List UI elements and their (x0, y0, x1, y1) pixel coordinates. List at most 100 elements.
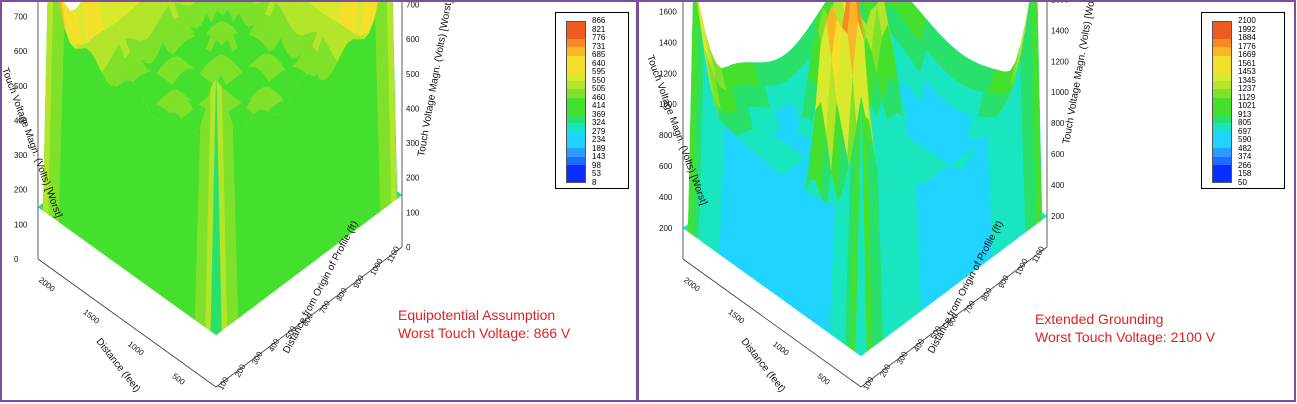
z-tick-label-right: 500 (406, 70, 420, 79)
legend-tick-label: 1992 (1238, 24, 1256, 34)
legend-swatch (567, 47, 585, 57)
y-tick-label: 500 (171, 371, 187, 387)
legend-tick-label: 805 (1238, 118, 1252, 128)
surface-mesh (682, 2, 1048, 357)
z-tick-label-right: 700 (406, 2, 420, 10)
annotation-text: Equipotential Assumption Worst Touch Vol… (398, 306, 570, 342)
legend-swatch (1213, 55, 1231, 65)
z-tick-label-right: 0 (406, 243, 411, 252)
legend-tick-label: 482 (1238, 143, 1252, 153)
legend-tick-label: 2100 (1238, 16, 1256, 25)
surface-cell (210, 79, 222, 336)
z-tick-label-right: 300 (406, 139, 420, 148)
z-tick-label-right: 200 (406, 174, 420, 183)
z-tick-label-left: 700 (14, 13, 28, 22)
legend-tick-label: 505 (592, 84, 606, 94)
legend-swatch (567, 139, 585, 150)
y-tick-label: 1000 (126, 339, 146, 357)
x-tick-label: 1100 (1030, 244, 1046, 264)
z-tick-label-left: 200 (659, 224, 673, 233)
z-tick-label-right: 1000 (1051, 88, 1069, 97)
chart-panel-extended-grounding: 1002003004005006007008009001000110010020… (637, 0, 1296, 402)
z-tick-label-left: 1600 (659, 7, 677, 16)
surface-plot: 1002003004005006007008009001000110010020… (644, 2, 1100, 394)
x-tick-label: 1000 (368, 257, 385, 277)
x-tick-label: 1000 (1013, 257, 1030, 277)
legend-swatch (567, 114, 585, 124)
legend-tick-label: 98 (592, 160, 601, 170)
legend-swatch (1213, 139, 1231, 150)
legend-swatch (567, 123, 585, 133)
legend-tick-label: 821 (592, 24, 606, 34)
axes (37, 2, 403, 388)
legend-tick-label: 731 (592, 41, 606, 51)
legend-tick-label: 1237 (1238, 84, 1256, 94)
z-tick-label-left: 100 (14, 220, 28, 229)
legend-tick-label: 590 (1238, 135, 1252, 145)
legend-swatch (567, 156, 585, 166)
legend-swatch (567, 72, 585, 82)
y-axis-line (682, 258, 862, 388)
z-tick-label-right: 600 (406, 35, 420, 44)
legend-tick-label: 53 (592, 169, 601, 179)
chart-panel-equipotential: 1002003004005006007008009001000110010020… (0, 0, 638, 402)
y-tick-label: 1000 (771, 339, 791, 357)
legend-tick-label: 234 (592, 135, 606, 145)
z-tick-label-right: 600 (1051, 150, 1065, 159)
legend-swatch (1213, 148, 1231, 158)
legend-swatch (1213, 22, 1231, 32)
legend-tick-labels: 866 821 776 731 685 640 595 550 505 460 414 369 324 2… (592, 17, 626, 187)
axes (682, 2, 1048, 388)
legend-tick-label: 1561 (1238, 58, 1256, 68)
z-tick-label-left: 800 (659, 131, 673, 140)
legend-swatch (1213, 97, 1231, 107)
legend-swatch (1213, 38, 1231, 49)
legend-tick-label: 1345 (1238, 75, 1256, 85)
legend-swatch (567, 97, 585, 107)
legend-swatch (567, 22, 585, 32)
z-tick-label-left: 400 (14, 116, 28, 125)
x-axis-line (215, 246, 403, 388)
legend-swatch (1213, 30, 1231, 40)
z-tick-label-left: 600 (659, 162, 673, 171)
y-tick-label: 1500 (82, 307, 102, 325)
annotation-line-1: Equipotential Assumption (398, 307, 556, 323)
z-tick-label-right: 1600 (1051, 2, 1069, 4)
annotation-line-2: Worst Touch Voltage: 866 V (398, 325, 571, 341)
z-tick-label-left: 0 (14, 255, 19, 264)
legend-tick-label: 369 (592, 109, 606, 119)
z-tick-label-right: 400 (1051, 181, 1065, 190)
legend-swatch (567, 38, 585, 49)
x-axis-line (860, 246, 1048, 388)
legend-swatch (567, 148, 585, 158)
surface-cell (855, 96, 867, 357)
legend-swatch (567, 131, 585, 141)
legend-tick-label: 1884 (1238, 33, 1256, 43)
legend-tick-label: 266 (1238, 160, 1252, 170)
y-tick-label: 1500 (727, 307, 747, 325)
z-axis-label-right: Touch Voltage Magn. (Volts) [Worst] (1061, 2, 1099, 145)
z-tick-label-left: 1200 (659, 69, 677, 78)
y-tick-label: 2000 (37, 275, 57, 293)
legend-tick-label: 414 (592, 101, 606, 111)
z-axis-label-right: Touch Voltage Magn. (Volts) [Worst] (416, 2, 454, 158)
z-tick-label-right: 1400 (1051, 26, 1069, 35)
z-tick-label-right: 200 (1051, 212, 1065, 221)
legend-swatch (567, 64, 585, 74)
legend-swatch (1213, 72, 1231, 82)
legend-tick-label: 1021 (1238, 101, 1256, 111)
annotation-text: Extended Grounding Worst Touch Voltage: … (1035, 310, 1215, 346)
legend-swatch (1213, 123, 1231, 133)
legend-swatch (1213, 80, 1231, 91)
legend-swatch (1213, 156, 1231, 166)
legend-swatch (567, 173, 585, 182)
legend-tick-label: 697 (1238, 126, 1252, 136)
legend-tick-label: 158 (1238, 169, 1252, 179)
legend-swatch (1213, 89, 1231, 99)
legend-swatch (567, 80, 585, 91)
x-tick-label: 1100 (385, 244, 401, 264)
legend-tick-label: 685 (592, 50, 606, 60)
legend-swatch (1213, 165, 1231, 175)
z-tick-label-right: 100 (406, 208, 420, 217)
legend-tick-label: 374 (1238, 152, 1252, 162)
